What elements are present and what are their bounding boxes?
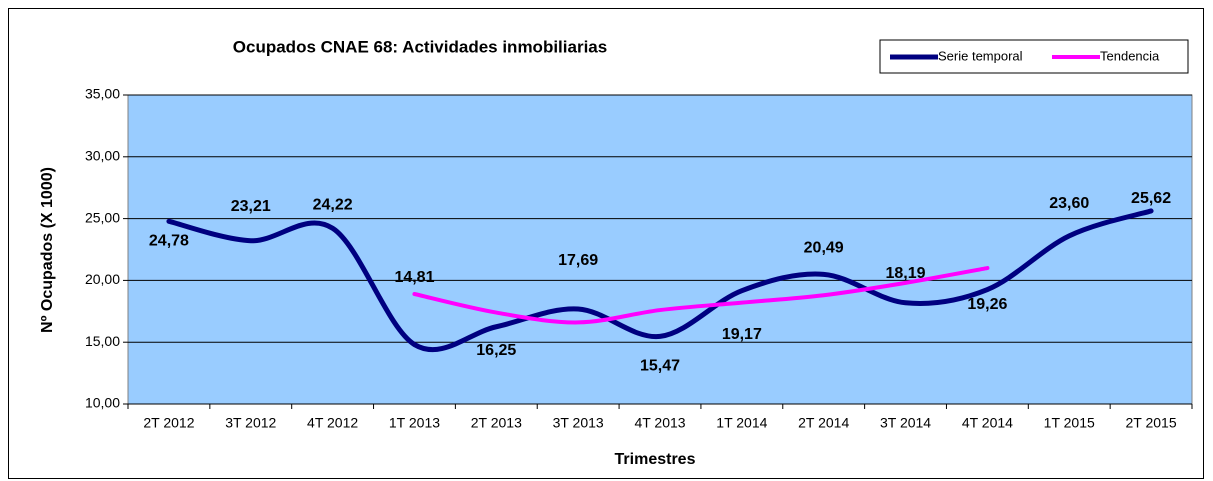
- data-label: 23,21: [231, 198, 271, 215]
- data-label: 15,47: [640, 358, 680, 375]
- data-label: 24,78: [149, 233, 189, 250]
- x-tick-label: 4T 2014: [962, 415, 1013, 431]
- x-tick-label: 3T 2014: [880, 415, 931, 431]
- chart-title: Ocupados CNAE 68: Actividades inmobiliar…: [233, 37, 607, 56]
- y-tick-label: 30,00: [85, 148, 120, 164]
- y-axis-title: Nº Ocupados (X 1000): [39, 167, 56, 333]
- y-tick-label: 10,00: [85, 395, 120, 411]
- data-label: 18,19: [886, 265, 926, 282]
- x-tick-label: 1T 2014: [716, 415, 767, 431]
- x-axis-title: Trimestres: [615, 451, 696, 468]
- x-tick-label: 1T 2013: [389, 415, 440, 431]
- y-tick-label: 15,00: [85, 333, 120, 349]
- data-label: 19,17: [722, 326, 762, 343]
- plot-area: [127, 94, 1193, 405]
- x-tick-label: 2T 2015: [1126, 415, 1177, 431]
- x-tick-label: 4T 2013: [634, 415, 685, 431]
- y-tick-label: 25,00: [85, 209, 120, 225]
- x-tick-label: 2T 2013: [471, 415, 522, 431]
- data-label: 24,22: [313, 196, 353, 213]
- series-line: [412, 266, 990, 325]
- data-label: 23,60: [1049, 195, 1089, 212]
- x-tick-label: 2T 2012: [143, 415, 194, 431]
- data-label: 19,26: [967, 296, 1007, 313]
- x-tick-label: 4T 2012: [307, 415, 358, 431]
- data-label: 16,25: [476, 342, 516, 359]
- data-label: 17,69: [558, 252, 598, 269]
- y-tick-label: 35,00: [85, 86, 120, 102]
- x-tick-label: 3T 2012: [225, 415, 276, 431]
- data-label: 25,62: [1131, 190, 1171, 207]
- x-tick-label: 1T 2015: [1044, 415, 1095, 431]
- series-line: [166, 208, 1154, 353]
- x-tick-label: 2T 2014: [798, 415, 849, 431]
- legend-label: Serie temporal: [938, 48, 1023, 63]
- x-tick-label: 3T 2013: [553, 415, 604, 431]
- data-label: 20,49: [804, 240, 844, 257]
- data-label: 14,81: [394, 269, 434, 286]
- legend-label: Tendencia: [1100, 48, 1160, 63]
- y-tick-label: 20,00: [85, 271, 120, 287]
